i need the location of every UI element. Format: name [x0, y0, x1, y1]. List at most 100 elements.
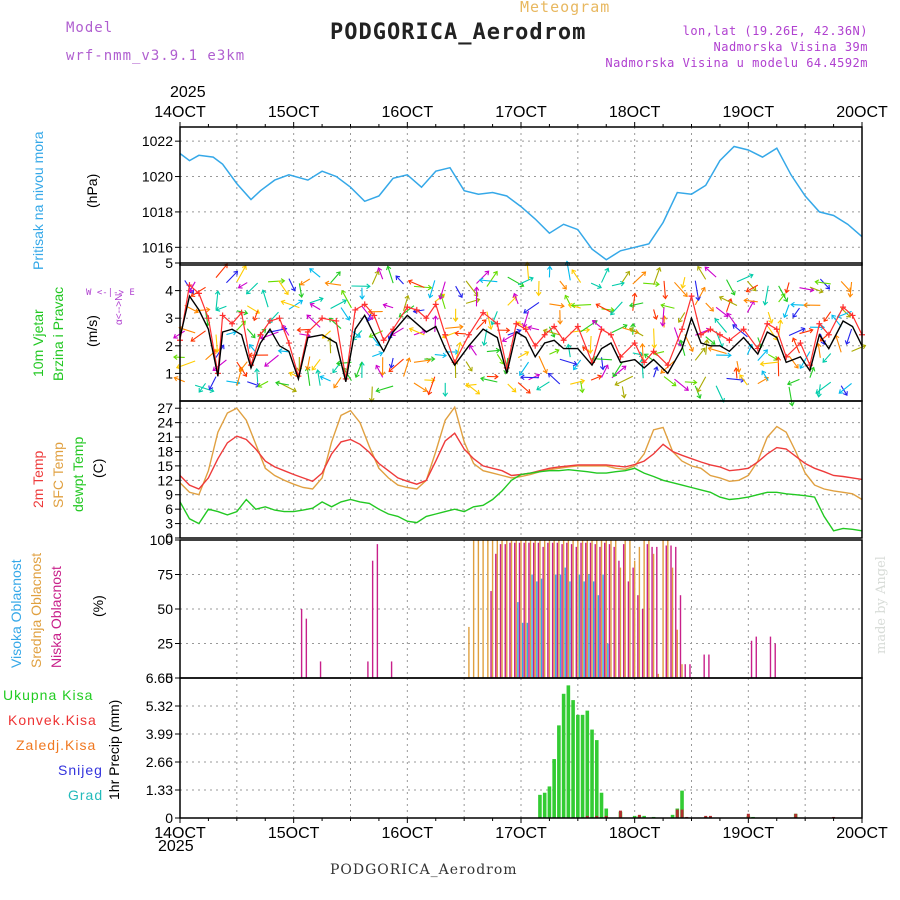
wind-arrow	[611, 282, 625, 287]
wind-arrow	[674, 281, 688, 297]
station-elevation: Nadmorska Visina 39m	[713, 40, 868, 54]
wind-arrow	[590, 375, 602, 381]
wind-arrow-head	[193, 308, 199, 314]
wind-arrow	[288, 278, 296, 292]
wind-arrow-head	[359, 361, 365, 366]
wind-gust-marker	[641, 359, 648, 366]
wind-arrow-head	[366, 283, 371, 290]
wind-arrow	[408, 280, 425, 289]
wind-arrow-head	[442, 392, 449, 397]
wind-arrow	[788, 386, 793, 406]
wind-gust-marker	[679, 326, 686, 333]
wind-arrow-head	[660, 302, 666, 309]
precip-convective-bar	[746, 813, 750, 818]
wind-arrow	[523, 302, 540, 314]
precip-ytick-label: 5.32	[146, 698, 173, 714]
wind-arrow-head	[494, 373, 499, 380]
wind-arrow-head	[554, 348, 560, 354]
wind-arrow-head	[565, 343, 572, 349]
wind-arrow-head	[808, 328, 814, 334]
temp-ytick-label: 18	[157, 443, 173, 459]
wind-arrow	[479, 279, 498, 283]
wind-gust-marker	[257, 331, 264, 338]
axes-layer: 1016101810201022123450369121518212427025…	[142, 104, 888, 842]
wind-arrow	[567, 344, 571, 358]
wind-arrow-head	[783, 297, 789, 303]
wind-arrow-head	[493, 270, 498, 276]
wind-gust-marker	[442, 331, 449, 338]
precip-ytick-label: 0	[165, 810, 173, 826]
wind-arrow	[589, 335, 592, 353]
wind-arrow	[517, 382, 531, 394]
wind-gust-marker	[404, 304, 411, 311]
wind-arrow	[465, 361, 473, 372]
wind-arrow-head	[376, 267, 383, 272]
wind-arrow	[376, 385, 394, 392]
wind-arrow-head	[550, 332, 556, 338]
wind-arrow-head	[641, 271, 647, 277]
wind-arrow	[288, 300, 303, 310]
wind-arrow-head	[777, 319, 784, 324]
wind-arrow-head	[580, 378, 586, 385]
wind-arrow-head	[212, 366, 218, 372]
wind-arrow	[757, 349, 768, 362]
wind-arrow	[788, 355, 799, 369]
wind-arrow	[601, 268, 609, 283]
wind-ytick-label: 2	[165, 338, 173, 354]
wind-arrow-head	[542, 368, 548, 374]
wind-arrow	[757, 377, 769, 385]
wind-unit: (m/s)	[84, 315, 100, 347]
wind-arrow	[767, 353, 778, 361]
wind-arrow-head	[467, 366, 473, 372]
wind-arrow-head	[762, 300, 769, 306]
wind-arrow-head	[426, 390, 433, 396]
wind-arrow-head	[803, 302, 808, 308]
wind-arrow-head	[190, 337, 196, 342]
wind-arrow	[559, 358, 577, 365]
wind-arrow-head	[809, 287, 815, 293]
wind-arrow-head	[547, 372, 553, 378]
wind-arrow	[236, 265, 247, 283]
wind-arrow-head	[820, 340, 826, 346]
wind-arrow-head	[831, 314, 837, 320]
wind-arrow-head	[726, 312, 732, 318]
wind-arrow	[387, 266, 394, 284]
wind-arrow-head	[404, 294, 410, 300]
wind-arrow-head	[597, 283, 603, 289]
precip-total-bar	[542, 792, 547, 818]
wind-arrow	[548, 373, 561, 385]
wind-arrow-head	[422, 387, 428, 392]
wind-arrow-head	[205, 306, 211, 313]
wind-arrow	[714, 318, 727, 333]
wind-ytick-label: 5	[165, 255, 173, 271]
wind-arrow-head	[368, 315, 373, 321]
temp-label-2m: 2m Temp	[30, 450, 46, 508]
wind-arrow	[310, 303, 321, 311]
wind-arrow	[306, 314, 321, 328]
wind-arrow	[491, 311, 498, 325]
wind-arrow	[330, 271, 341, 284]
wind-arrow	[246, 328, 256, 338]
wind-gust-marker	[195, 290, 202, 297]
wind-arrow-head	[214, 348, 220, 353]
wind-arrow-head	[430, 377, 436, 384]
wind-gust-marker	[285, 340, 292, 347]
cloud-ytick-label: 0	[165, 670, 173, 686]
wind-arrow-head	[759, 361, 765, 367]
wind-arrow	[694, 287, 706, 306]
wind-arrow	[663, 376, 677, 387]
wind-ytick-label: 4	[165, 283, 173, 299]
wind-arrow-head	[523, 308, 529, 314]
wind-gust-marker	[816, 320, 823, 327]
wind-arrow-head	[677, 318, 683, 323]
precip-ytick-label: 6.65	[146, 670, 173, 686]
wind-arrow	[705, 302, 714, 312]
wind-arrow	[783, 304, 790, 318]
wind-arrow	[571, 304, 592, 307]
wind-arrow-head	[727, 352, 732, 359]
wind-arrow	[760, 361, 779, 365]
wind-gust-marker	[560, 337, 567, 344]
wind-arrow	[208, 376, 217, 390]
wind-arrow-head	[375, 387, 381, 393]
wind-arrow	[536, 381, 550, 391]
